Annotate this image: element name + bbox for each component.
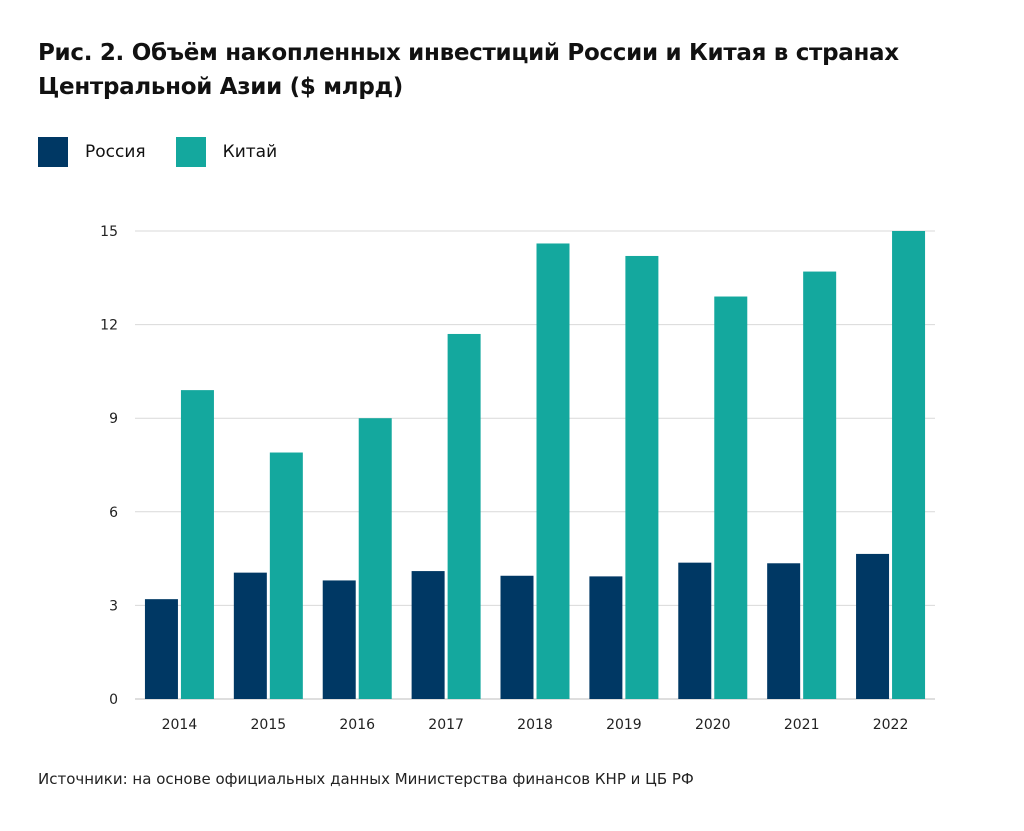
bar-china-2021 [803,271,837,699]
x-tick-label-2020: 2020 [695,717,731,733]
x-tick-label-2018: 2018 [517,717,553,733]
x-tick-label-2021: 2021 [784,717,820,733]
legend-label-china: Китай [222,142,278,162]
chart-title-line-2: Центральной Азии ($ млрд) [38,74,403,100]
bar-china-2016 [358,418,392,699]
legend-item-russia: Россия [38,137,146,167]
bar-russia-2016 [322,580,356,699]
bar-russia-2017 [411,571,445,699]
bar-russia-2020 [678,562,712,699]
x-tick-label-2016: 2016 [339,717,375,733]
x-tick-label-2017: 2017 [428,717,464,733]
bar-china-2018 [536,243,570,700]
legend-swatch-russia [38,137,68,167]
bar-china-2014 [180,390,214,699]
legend-swatch-china [175,137,206,167]
chart-legend: Россия Китай [38,136,307,168]
source-note: Источники: на основе официальных данных … [38,770,694,788]
y-tick-label-12: 12 [100,318,118,334]
y-tick-label-6: 6 [109,505,118,521]
bar-russia-2022 [856,553,890,699]
bar-russia-2019 [589,576,623,699]
x-tick-label-2015: 2015 [251,717,287,733]
legend-item-china: Китай [175,137,278,167]
chart-title: Рис. 2. Объём накопленных инвестиций Рос… [38,36,938,104]
y-tick-label-15: 15 [100,224,118,240]
x-tick-label-2019: 2019 [606,717,642,733]
y-tick-label-3: 3 [109,598,118,614]
bar-russia-2021 [767,563,801,699]
bar-china-2015 [269,452,303,699]
bar-china-2020 [714,296,748,699]
y-tick-label-0: 0 [109,692,118,708]
bar-chart: 0 3 6 9 12 15 2014 2015 2016 2017 2018 2019 2020 2021… [100,224,935,733]
bar-russia-2015 [233,572,267,699]
chart-title-line-1: Рис. 2. Объём накопленных инвестиций Рос… [38,40,899,66]
bar-china-2017 [447,333,481,699]
bar-china-2019 [625,255,659,699]
bar-china-2022 [892,231,926,699]
x-tick-label-2014: 2014 [162,717,198,733]
x-tick-label-2022: 2022 [873,717,909,733]
bar-russia-2018 [500,575,534,699]
legend-label-russia: Россия [85,142,146,162]
bar-russia-2014 [144,599,178,699]
y-tick-label-9: 9 [109,411,118,427]
